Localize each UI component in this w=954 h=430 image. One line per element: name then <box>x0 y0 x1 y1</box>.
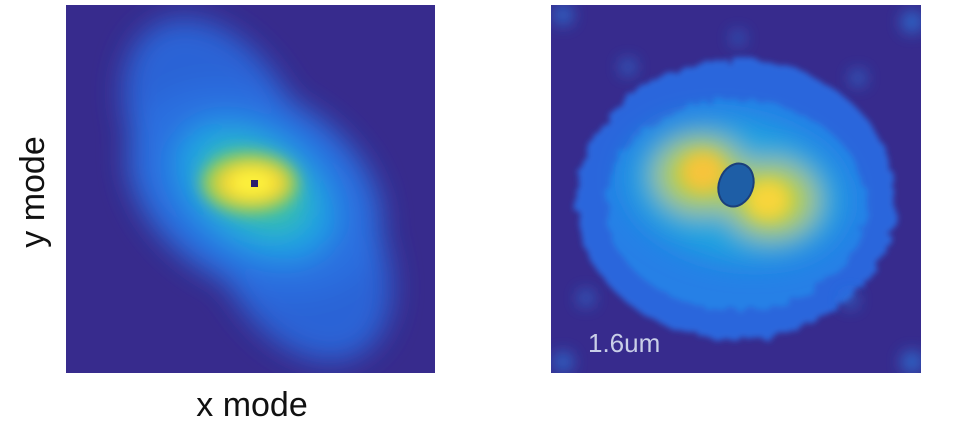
spot <box>579 291 593 305</box>
core <box>202 153 298 213</box>
spot <box>621 60 635 74</box>
spot <box>902 352 921 372</box>
spots <box>554 6 921 372</box>
lobe-core <box>681 152 725 192</box>
center-hole <box>717 162 755 208</box>
lobes-bright <box>681 152 790 220</box>
spot <box>554 353 572 371</box>
center-pixel <box>251 180 258 187</box>
x-axis-label: x mode <box>196 386 308 424</box>
spot <box>902 12 921 32</box>
scale-label: 1.6um <box>588 328 660 358</box>
spot <box>732 32 744 44</box>
spot <box>851 71 865 85</box>
y-axis-label: y mode <box>14 136 52 248</box>
right-image: 1.6um <box>551 5 921 373</box>
spot <box>843 293 857 307</box>
lobe-core <box>746 180 790 220</box>
left-image <box>66 5 435 373</box>
spot <box>554 6 572 24</box>
